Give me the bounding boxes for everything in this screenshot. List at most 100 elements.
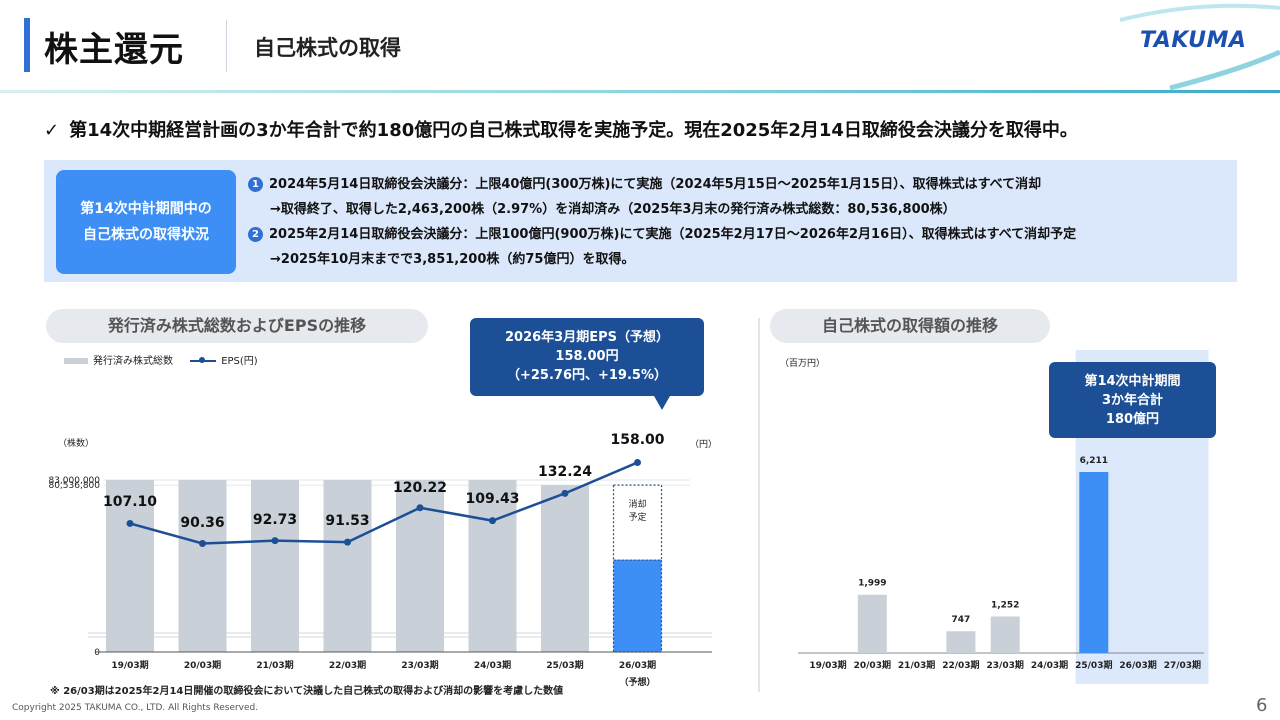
x-tick-label: 20/03期 [854,659,891,671]
eps-line [129,461,638,545]
check-icon: ✓ [44,120,60,141]
callout2-line2: 3か年合計 [1101,393,1164,408]
x-tick-label: 24/03期 [474,659,511,671]
bar-shares [612,559,663,653]
chart-legend: 発行済み株式総数 EPS(円) [64,352,258,367]
status-item-2-line1: 2025年2月14日取締役会決議分：上限100億円(900万株)にて実施（202… [269,227,1077,242]
callout2-line3: 180億円 [1105,412,1160,427]
eps-point [416,504,424,512]
status-tag-line2: 自己株式の取得状況 [83,227,209,243]
x-tick-label: 21/03期 [256,659,293,671]
legend-line-label: EPS(円) [221,356,258,367]
bar-buyback [946,631,976,653]
eps-forecast-callout: 2026年3月期EPS（予想） 158.00円 （+25.76円、+19.5%） [470,318,704,396]
y-axis-left-label: （株数） [58,437,94,449]
x-tick-label: 19/03期 [809,659,846,671]
mid-term-total-callout: 第14次中計期間 3か年合計 180億円 [1049,362,1216,438]
status-lines: 1 2024年5月14日取締役会決議分：上限40億円(300万株)にて実施（202… [248,172,1076,272]
x-tick-label: 26/03期 [619,659,656,671]
status-item-2: 2 2025年2月14日取締役会決議分：上限100億円(900万株)にて実施（20… [248,222,1076,247]
legend-bar-swatch [64,358,88,364]
eps-data-label: 107.10 [103,494,157,510]
eps-point [489,517,496,525]
copyright: Copyright 2025 TAKUMA CO., LTD. All Righ… [12,703,259,713]
unit-label: （百万円） [780,358,825,369]
bar-data-label: 6,211 [1080,456,1108,466]
bar-data-label: 1,999 [858,579,886,589]
legend-bar-label: 発行済み株式総数 [93,356,173,367]
eps-point [561,489,569,497]
eps-data-label: 90.36 [180,515,224,531]
bar-shares [323,480,372,652]
company-logo: TAKUMA [1140,28,1247,53]
x-tick-label: 23/03期 [987,659,1024,671]
eps-point [271,537,279,545]
eps-point [344,538,351,546]
bar-shares [106,480,154,652]
x-tick-label: 19/03期 [111,659,148,671]
x-tick-label: 22/03期 [942,659,979,671]
bar-data-label: 747 [952,615,971,625]
callout-line1: 2026年3月期EPS（予想） [505,330,669,345]
status-tag: 第14次中計期間中の 自己株式の取得状況 [56,170,236,274]
chart-footnote: ※ 26/03期は2025年2月14日開催の取締役会において決議した自己株式の取… [50,686,564,697]
summary-line: ✓ 第14次中期経営計画の3か年合計で約180億円の自己株式取得を実施予定。現在2… [44,116,1078,142]
callout-line3: （+25.76円、+19.5%） [506,368,667,383]
page-number: 6 [1256,695,1268,716]
right-section-pill: 自己株式の取得額の推移 [770,309,1050,343]
bar-buyback [990,616,1020,653]
buyback-amount-chart: （百万円） 19/03期 1,999 20/03期 21/03期 747 22/03期 1,2… [780,350,1209,684]
x-tick-label: 26/03期 [1119,659,1156,671]
status-item-1-line1: 2024年5月14日取締役会決議分：上限40億円(300万株)にて実施（2024… [269,177,1042,192]
section-divider [758,318,760,692]
bar-cancel-planned [612,484,663,561]
eps-point [199,540,206,547]
callout-tail [654,396,670,410]
eps-data-label: 132.24 [538,464,592,480]
status-item-1: 1 2024年5月14日取締役会決議分：上限40億円(300万株)にて実施（202… [248,172,1076,197]
x-tick-label: 27/03期 [1164,659,1201,671]
status-tag-line1: 第14次中計期間中の [80,201,212,217]
bar-shares [468,480,517,652]
eps-point [126,519,134,527]
logo-swoosh-icon [1119,3,1280,91]
x-tick-label: 25/03期 [546,659,583,671]
header-divider [0,90,1280,93]
x-tick-note: （予想） [619,676,655,688]
bar-note-label: 消却 [628,498,646,510]
callout-line2: 158.00円 [555,349,619,364]
bar-shares [178,480,227,652]
y-tick-label: 80,536,800 [48,481,100,491]
legend-line-swatch [190,357,217,363]
summary-text: 第14次中期経営計画の3か年合計で約180億円の自己株式取得を実施予定。現在20… [69,120,1078,141]
status-item-1-line2: →取得終了、取得した2,463,200株（2.97%）を消却済み（2025年3月… [270,202,956,217]
status-item-2-line2: →2025年10月末までで3,851,200株（約75億円）を取得。 [270,252,635,267]
bar-shares [541,485,589,652]
page-title: 株主還元 [44,30,184,70]
page-subtitle: 自己株式の取得 [254,36,401,60]
x-tick-label: 22/03期 [329,659,366,671]
number-badge-icon: 2 [248,227,263,242]
x-tick-label: 20/03期 [184,659,221,671]
number-badge-icon: 1 [248,177,263,192]
x-tick-label: 23/03期 [401,659,438,671]
eps-point [634,459,641,466]
y-tick-label: 83,000,000 [48,476,100,486]
bar-data-label: 1,252 [991,601,1019,611]
eps-data-label: 109.43 [465,491,519,507]
x-tick-label: 24/03期 [1031,659,1068,671]
bar-note-label: 予定 [628,511,646,523]
eps-data-label: 92.73 [253,512,297,528]
eps-data-label: 91.53 [325,513,369,529]
status-box: 第14次中計期間中の 自己株式の取得状況 1 2024年5月14日取締役会決議分：… [44,160,1237,282]
x-tick-label: 25/03期 [1075,659,1112,671]
y-axis-right-label: （円） [690,439,717,450]
title-divider [226,20,227,72]
callout2-line1: 第14次中計期間 [1084,374,1181,389]
title-accent-bar [24,18,30,72]
bar-shares [251,480,299,652]
left-section-pill: 発行済み株式総数およびEPSの推移 [46,309,428,343]
eps-data-label: 158.00 [610,432,664,448]
bar-buyback [857,594,887,653]
